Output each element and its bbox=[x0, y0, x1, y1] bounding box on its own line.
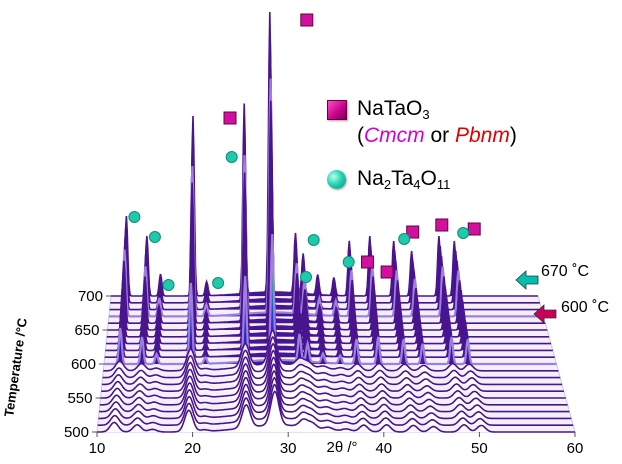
y-tick-label: 550 bbox=[67, 390, 92, 407]
natao3-formula: NaTaO bbox=[357, 97, 423, 120]
trace-line-600 bbox=[104, 233, 557, 366]
trace-line-670 bbox=[108, 78, 544, 318]
trace-line-550 bbox=[100, 356, 566, 399]
trace-line-560 bbox=[101, 349, 564, 392]
x-tick-label: 40 bbox=[375, 440, 392, 457]
trace-line-500 bbox=[97, 390, 575, 433]
legend-dot-marker bbox=[327, 170, 346, 189]
na2ta4o11-marker bbox=[457, 227, 470, 239]
trace-line-530 bbox=[99, 369, 570, 413]
trace-fill-680 bbox=[109, 56, 542, 310]
legend-square-marker bbox=[327, 100, 347, 120]
na-subscript: 2 bbox=[383, 177, 392, 192]
trace-line-640 bbox=[106, 145, 550, 338]
natao3-marker bbox=[223, 111, 237, 125]
na2ta4o11-marker bbox=[212, 277, 225, 289]
o-subscript: 11 bbox=[436, 177, 451, 192]
y-tick-label: 500 bbox=[64, 424, 89, 441]
trace-fill-700 bbox=[111, 12, 538, 296]
trace-line-610 bbox=[104, 211, 555, 358]
trace-line-660 bbox=[108, 100, 546, 324]
na2ta4o11-marker bbox=[398, 233, 411, 245]
na2ta4o11-marker bbox=[162, 279, 175, 291]
temp-label-600: 600 ˚C bbox=[561, 299, 610, 316]
legend-na2ta4o11-label: Na2Ta4O11 bbox=[357, 167, 450, 192]
temp-label-670: 670 ˚C bbox=[541, 263, 590, 280]
legend-natao3-label: NaTaO3 bbox=[357, 97, 430, 122]
natao3-marker bbox=[435, 218, 449, 232]
x-tick-label: 60 bbox=[567, 440, 584, 457]
trace-line-690 bbox=[110, 34, 540, 304]
na2ta4o11-marker bbox=[148, 231, 161, 243]
x-tick-label: 20 bbox=[184, 440, 201, 457]
ta-subscript: 4 bbox=[413, 177, 421, 192]
natao3-marker bbox=[380, 265, 394, 279]
na-text: Na bbox=[357, 167, 384, 190]
trace-line-620 bbox=[105, 189, 553, 352]
o-text: O bbox=[420, 167, 437, 190]
arrow-670 bbox=[515, 270, 539, 290]
natao3-subscript: 3 bbox=[422, 107, 430, 122]
cmcm-label: Cmcm bbox=[364, 124, 425, 147]
natao3-marker bbox=[361, 255, 374, 269]
y-tick-label: 650 bbox=[74, 322, 99, 339]
pbnm-label: Pbnm bbox=[455, 124, 510, 147]
na2ta4o11-marker bbox=[300, 271, 312, 283]
legend-space-group-label: (Cmcm or Pbnm) bbox=[357, 124, 517, 148]
trace-line-520 bbox=[98, 376, 572, 420]
ta-text: Ta bbox=[391, 167, 414, 190]
arrow-600 bbox=[533, 304, 557, 324]
trace-fill-690 bbox=[110, 34, 540, 303]
y-tick-label: 600 bbox=[71, 356, 96, 373]
trace-line-590 bbox=[103, 329, 559, 372]
trace-line-580 bbox=[102, 335, 561, 379]
na2ta4o11-marker bbox=[342, 256, 355, 268]
paren-close: ) bbox=[509, 124, 517, 147]
natao3-marker bbox=[467, 222, 481, 236]
trace-line-680 bbox=[109, 56, 542, 311]
x-tick-label: 50 bbox=[471, 440, 488, 457]
x-axis-title: 2θ /° bbox=[326, 439, 357, 456]
trace-line-650 bbox=[107, 122, 548, 331]
y-axis-title: Temperature /°C bbox=[1, 316, 30, 417]
traces-group bbox=[97, 11, 575, 433]
y-tick-label: 700 bbox=[78, 288, 103, 305]
paren-open: ( bbox=[357, 124, 364, 147]
na2ta4o11-marker bbox=[225, 151, 238, 163]
trace-line-570 bbox=[101, 342, 563, 386]
natao3-marker bbox=[406, 225, 420, 239]
trace-line-540 bbox=[99, 363, 568, 406]
trace-line-510 bbox=[97, 383, 574, 426]
na2ta4o11-marker bbox=[128, 211, 141, 223]
x-tick-label: 30 bbox=[280, 440, 297, 457]
trace-line-700 bbox=[111, 11, 538, 297]
natao3-marker bbox=[300, 13, 314, 27]
na2ta4o11-marker bbox=[307, 234, 320, 246]
x-tick-label: 10 bbox=[89, 440, 106, 457]
or-label: or bbox=[424, 124, 455, 147]
trace-line-630 bbox=[106, 167, 551, 345]
